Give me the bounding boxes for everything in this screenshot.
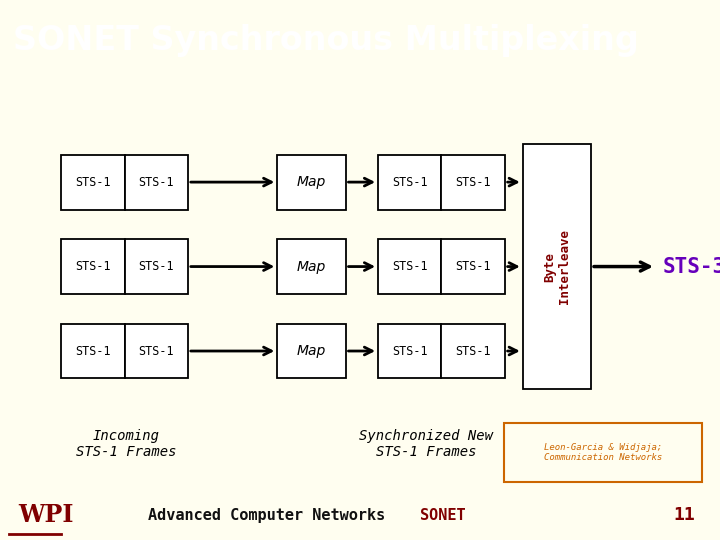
Text: SONET Synchronous Multiplexing: SONET Synchronous Multiplexing xyxy=(13,24,639,57)
Bar xyxy=(277,154,346,210)
Bar xyxy=(504,423,702,482)
Text: STS-1: STS-1 xyxy=(392,176,428,188)
Text: SONET: SONET xyxy=(420,508,466,523)
Bar xyxy=(277,239,346,294)
Bar xyxy=(277,323,346,379)
Text: STS-1: STS-1 xyxy=(455,176,491,188)
Bar xyxy=(378,239,441,294)
Text: STS-1: STS-1 xyxy=(392,345,428,357)
Bar xyxy=(441,154,505,210)
Text: STS-3: STS-3 xyxy=(663,256,720,276)
Text: STS-1: STS-1 xyxy=(138,260,174,273)
Text: STS-1: STS-1 xyxy=(455,345,491,357)
Bar xyxy=(125,239,188,294)
Bar xyxy=(61,239,125,294)
Text: STS-1: STS-1 xyxy=(455,260,491,273)
Text: STS-1: STS-1 xyxy=(138,345,174,357)
Text: Incoming
STS-1 Frames: Incoming STS-1 Frames xyxy=(76,429,176,459)
Text: STS-1: STS-1 xyxy=(392,260,428,273)
Text: STS-1: STS-1 xyxy=(138,176,174,188)
Text: STS-1: STS-1 xyxy=(75,345,111,357)
Bar xyxy=(125,154,188,210)
Text: STS-1: STS-1 xyxy=(75,260,111,273)
Text: Byte
Interleave: Byte Interleave xyxy=(543,229,571,304)
Bar xyxy=(125,323,188,379)
Text: WPI: WPI xyxy=(18,503,73,527)
Text: Map: Map xyxy=(297,260,326,274)
Text: 11: 11 xyxy=(673,507,695,524)
Text: Map: Map xyxy=(297,344,326,358)
Text: Map: Map xyxy=(297,175,326,189)
Bar xyxy=(441,323,505,379)
Bar xyxy=(61,154,125,210)
Text: Leon-Garcia & Widjaja;
Communication Networks: Leon-Garcia & Widjaja; Communication Net… xyxy=(544,443,662,462)
Text: Synchronized New
STS-1 Frames: Synchronized New STS-1 Frames xyxy=(359,429,493,459)
Text: Advanced Computer Networks: Advanced Computer Networks xyxy=(148,508,385,523)
Bar xyxy=(523,144,591,389)
Bar xyxy=(378,154,441,210)
Bar xyxy=(61,323,125,379)
Bar xyxy=(378,323,441,379)
Bar xyxy=(441,239,505,294)
Text: STS-1: STS-1 xyxy=(75,176,111,188)
